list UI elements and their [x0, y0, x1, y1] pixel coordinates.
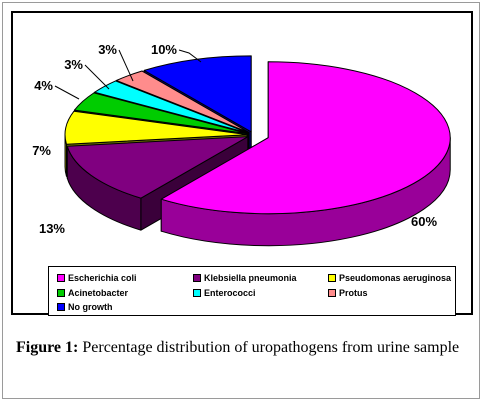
- legend-item-klebsiella-pneumonia: Klebsiella pneumonia: [193, 273, 297, 283]
- legend-label: Klebsiella pneumonia: [204, 273, 297, 283]
- legend-label: No growth: [68, 302, 113, 312]
- slice-protus: [115, 70, 250, 134]
- leader-line-protus: [118, 49, 134, 82]
- legend-item-protus: Protus: [328, 288, 368, 298]
- legend-item-escherichia-coli: Escherichia coli: [57, 273, 137, 283]
- caption-text: Percentage distribution of uropathogens …: [82, 339, 460, 356]
- slice-klebsiella-pneumonia: [66, 136, 249, 199]
- legend-swatch: [328, 273, 336, 282]
- slice-pseudomonas-aeruginosa: [64, 110, 248, 145]
- data-label-pseudomonas-aeruginosa: 7%: [32, 143, 51, 158]
- leader-line-enterococci: [84, 64, 110, 90]
- data-label-acinetobacter: 4%: [34, 78, 53, 93]
- slice-acinetobacter: [73, 92, 249, 135]
- legend-label: Escherichia coli: [68, 273, 137, 283]
- leader-line-acinetobacter: [54, 85, 80, 100]
- legend: Escherichia coli Klebsiella pneumonia Ps…: [48, 266, 456, 316]
- legend-item-no-growth: No growth: [57, 302, 113, 312]
- legend-item-acinetobacter: Acinetobacter: [57, 288, 128, 298]
- leader-line-no-growth: [178, 49, 202, 63]
- data-label-no-growth: 10%: [151, 42, 177, 57]
- legend-swatch: [193, 288, 201, 297]
- legend-label: Enterococci: [204, 288, 256, 298]
- legend-item-pseudomonas-aeruginosa: Pseudomonas aeruginosa: [328, 273, 451, 283]
- legend-swatch: [57, 288, 65, 297]
- slice-enterococci: [94, 80, 249, 134]
- data-label-klebsiella-pneumonia: 13%: [39, 221, 65, 236]
- data-label-escherichia-coli: 60%: [411, 214, 437, 229]
- legend-label: Acinetobacter: [68, 288, 129, 298]
- legend-label: Protus: [339, 288, 368, 298]
- legend-swatch: [57, 302, 65, 311]
- data-label-enterococci: 3%: [64, 57, 83, 72]
- legend-swatch: [57, 273, 65, 282]
- legend-label: Pseudomonas aeruginosa: [339, 273, 452, 283]
- chart-area: 60% 13% 7% 4% 3% 3% 10% Escherichia coli Klebs…: [11, 11, 473, 316]
- legend-item-enterococci: Enterococci: [193, 288, 256, 298]
- slice-no-growth: [143, 55, 252, 133]
- caption-label: Figure 1:: [16, 339, 79, 356]
- data-label-protus: 3%: [98, 42, 117, 57]
- slice-escherichia-coli: [160, 61, 451, 215]
- pie-chart: 60% 13% 7% 4% 3% 3% 10%: [32, 42, 451, 247]
- figure-caption: Figure 1: Percentage distribution of uro…: [16, 338, 476, 357]
- legend-swatch: [193, 273, 201, 282]
- figure-frame: 60% 13% 7% 4% 3% 3% 10% Escherichia coli Klebs…: [2, 2, 480, 399]
- legend-swatch: [328, 288, 336, 297]
